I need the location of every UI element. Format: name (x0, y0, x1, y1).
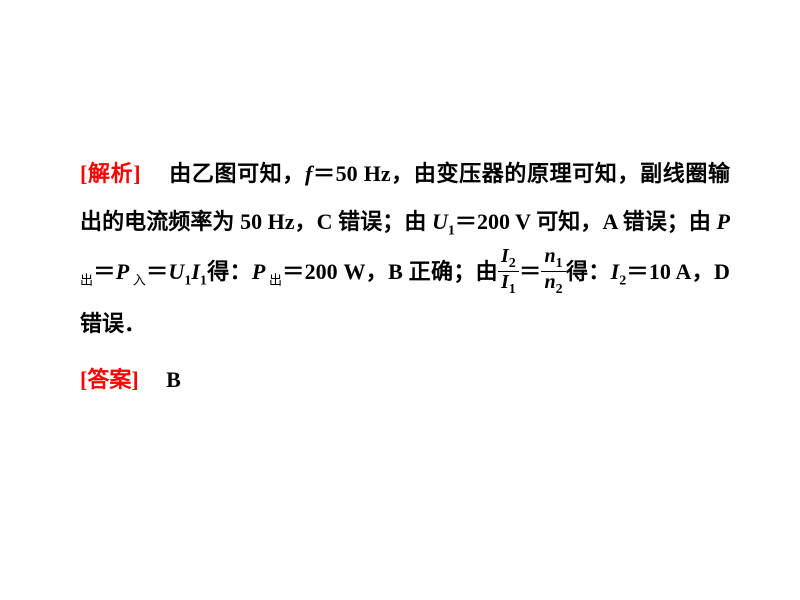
variable-I: I (191, 259, 200, 284)
answer-paragraph: [答案] B (80, 356, 730, 404)
variable-P: P (252, 259, 265, 284)
answer-value: B (166, 367, 181, 392)
analysis-label: [解析] (80, 161, 141, 186)
text-segment (147, 161, 170, 186)
equals: ＝ (519, 259, 542, 284)
text-segment: 可知，A 错误；由 (536, 209, 716, 234)
text-segment: ＝200 V (455, 209, 536, 234)
variable-U: U (432, 209, 448, 234)
text-segment: 得： (207, 259, 252, 284)
variable-P: P (717, 209, 730, 234)
text-segment: ＝200 W (282, 259, 365, 284)
subscript: 出 (80, 272, 93, 287)
subscript: 1 (448, 224, 455, 239)
subscript: 出 (265, 272, 282, 287)
answer-label: [答案] (80, 367, 139, 392)
text-segment: ＝50 Hz (312, 161, 390, 186)
text-segment: ，B 正确；由 (365, 259, 498, 284)
fraction-I2-over-I1: I2I1 (498, 246, 519, 298)
subscript: 入 (129, 272, 146, 287)
text-segment (144, 367, 166, 392)
analysis-paragraph: [解析] 由乙图可知，f＝50 Hz，由变压器的原理可知，副线圈输出的电流频率为… (80, 150, 730, 348)
text-segment: ＝10 A (626, 259, 691, 284)
variable-U: U (168, 259, 184, 284)
equals: ＝ (146, 259, 168, 284)
fraction-n1-over-n2: n1n2 (541, 246, 565, 298)
text-segment: 得： (566, 259, 611, 284)
variable-P: P (116, 259, 129, 284)
variable-I: I (611, 259, 620, 284)
document-page: [解析] 由乙图可知，f＝50 Hz，由变压器的原理可知，副线圈输出的电流频率为… (0, 0, 800, 600)
subscript: 1 (200, 273, 207, 288)
equals: ＝ (93, 259, 115, 284)
text-segment: 由乙图可知， (169, 161, 305, 186)
